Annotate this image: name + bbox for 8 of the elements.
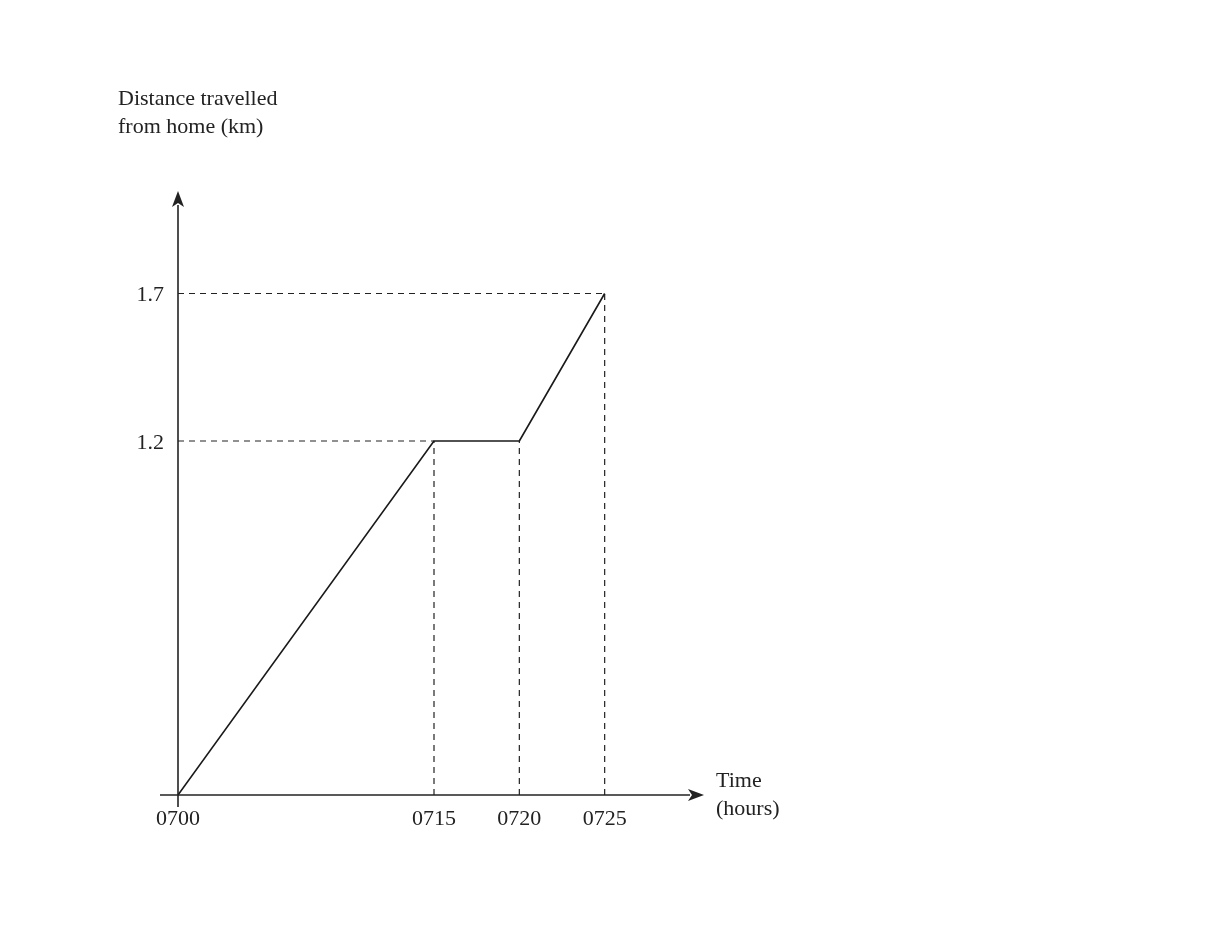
x-axis-title: Time (hours) [716,767,780,820]
x-tick-label: 0725 [582,805,627,830]
x-tick-label: 0700 [156,805,200,830]
x-tick-label: 0720 [497,805,542,830]
y-tick-label: 1.7 [136,281,164,307]
x-tick-label: 0715 [412,805,456,830]
y-tick-label: 1.2 [136,428,164,454]
y-axis-title: Distance travelled from home (km) [118,85,278,138]
